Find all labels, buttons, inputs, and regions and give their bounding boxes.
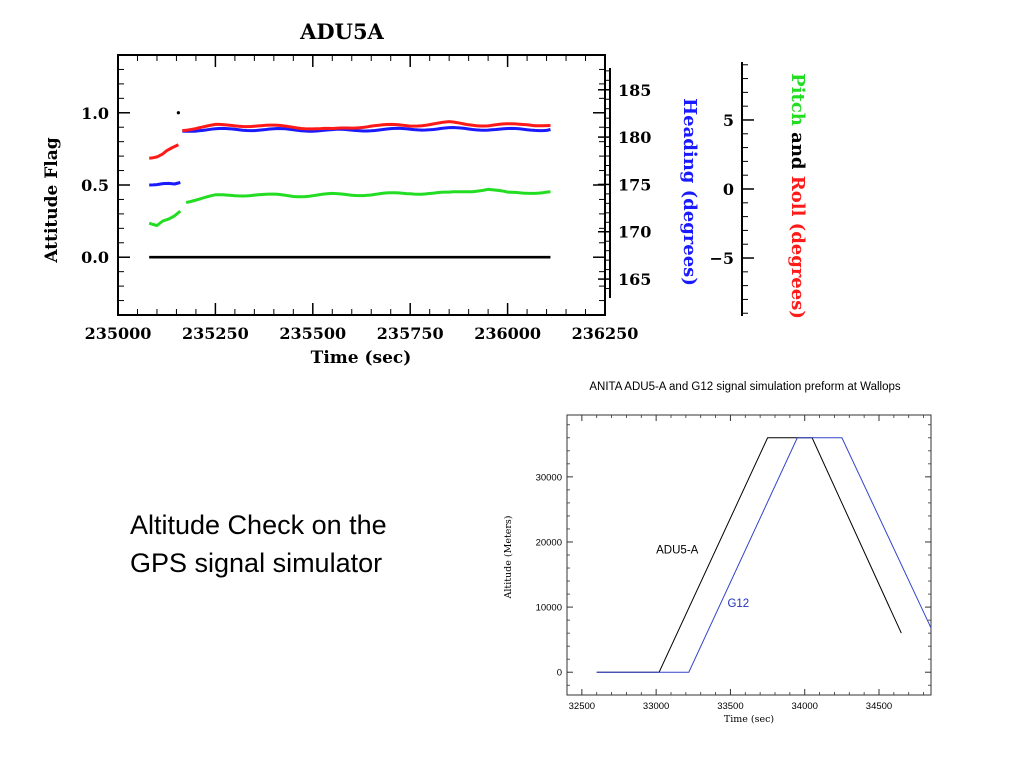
pitch-roll-label-part: and: [787, 126, 808, 176]
series-line: [182, 120, 551, 133]
series-heading: [149, 126, 551, 187]
series-line: [149, 143, 180, 160]
pitch-roll-tick-label: −5: [709, 249, 734, 268]
series-line: [148, 209, 182, 227]
x-tick-label: 34000: [792, 701, 818, 712]
x-tick-label: 236000: [474, 324, 541, 343]
pitch-roll-label-part: Roll (degrees): [787, 176, 808, 319]
tick-marks: [567, 415, 931, 695]
data-series: [148, 111, 551, 259]
x-tick-label: 34500: [866, 701, 892, 712]
heading-axis-label: Heading (degrees): [679, 98, 700, 286]
heading-tick-label: 170: [618, 223, 651, 242]
y-tick-label: 0.5: [81, 176, 109, 195]
series-pitch: [148, 187, 551, 227]
y-tick-label: 10000: [536, 603, 562, 614]
y-axis-label: Altitude (Meters): [503, 515, 514, 599]
x-tick-label: 235750: [377, 324, 444, 343]
y-tick-label: 0.0: [81, 248, 109, 267]
y-tick-labels: 0.0 0.5 1.0: [81, 104, 109, 267]
altitude-simulation-chart: ANITA ADU5-A and G12 signal simulation p…: [503, 381, 932, 725]
chart-title: ADU5A: [299, 19, 384, 44]
x-tick-labels: 32500 33000 33500 34000 34500: [569, 701, 893, 712]
heading-axis-ticks: 165 170 175 180 185: [598, 70, 651, 289]
y-tick-label: 30000: [536, 472, 562, 483]
caption-line: GPS signal simulator: [130, 548, 383, 578]
series-line: [185, 187, 551, 204]
y-tick-label: 20000: [536, 537, 562, 548]
heading-tick-label: 175: [618, 175, 651, 194]
series-adu5-a-line: [596, 437, 902, 673]
x-axis-label: Time (sec): [724, 714, 774, 725]
y-tick-label: 0: [557, 668, 562, 679]
data-series: [596, 437, 932, 673]
series-label: G12: [727, 598, 749, 610]
data-point: [176, 111, 180, 115]
plot-frame: [566, 414, 932, 696]
x-tick-label: 32500: [569, 701, 595, 712]
x-axis-label: Time (sec): [311, 348, 412, 368]
heading-tick-label: 165: [618, 270, 651, 289]
chart-title: ANITA ADU5-A and G12 signal simulation p…: [589, 381, 901, 393]
pitch-roll-tick-label: 0: [723, 180, 734, 199]
line-annotations: ADU5-A G12: [656, 545, 749, 610]
series-attitude-flag: [149, 111, 551, 259]
slide-caption: Altitude Check on the GPS signal simulat…: [130, 506, 470, 582]
adu5a-attitude-chart: ADU5A 235000 235250 235500 235750 236000 2362…: [42, 19, 808, 368]
series-roll: [149, 120, 551, 160]
pitch-roll-label-part: Pitch: [787, 73, 808, 126]
x-tick-labels: 235000 235250 235500 235750 236000 236250: [85, 324, 639, 343]
y-axis-label: Attitude Flag: [42, 137, 62, 263]
x-tick-label: 235000: [85, 324, 152, 343]
y-tick-labels: 0 10000 20000 30000: [536, 472, 562, 678]
plot-frame: [117, 54, 606, 316]
x-tick-label: 235500: [279, 324, 346, 343]
pitch-roll-axis-ticks: −5 0 5: [709, 64, 754, 314]
y-tick-label: 1.0: [81, 104, 109, 123]
pitch-roll-tick-label: 5: [723, 111, 734, 130]
caption-line: Altitude Check on the: [130, 510, 387, 540]
x-tick-label: 33500: [717, 701, 743, 712]
series-label: ADU5-A: [656, 545, 699, 557]
series-g12-line: [596, 437, 932, 673]
series-line: [182, 126, 551, 133]
pitch-roll-axis-label: Pitch and Roll (degrees): [787, 73, 808, 319]
tick-marks: [117, 55, 606, 315]
heading-tick-label: 185: [618, 81, 651, 100]
heading-tick-label: 180: [618, 128, 651, 147]
series-line: [149, 181, 181, 187]
x-tick-label: 235250: [182, 324, 249, 343]
x-tick-label: 33000: [643, 701, 669, 712]
x-tick-label: 236250: [572, 324, 639, 343]
